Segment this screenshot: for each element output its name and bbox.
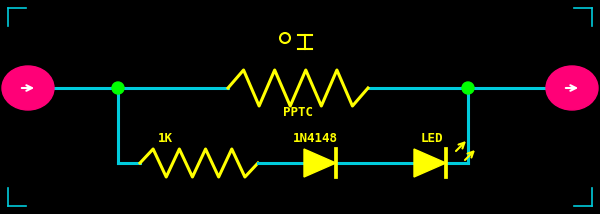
Text: LED: LED [421, 131, 443, 144]
Circle shape [462, 82, 474, 94]
Text: PPTC: PPTC [283, 106, 313, 119]
Text: 1K: 1K [157, 131, 173, 144]
Ellipse shape [2, 66, 54, 110]
Circle shape [112, 82, 124, 94]
Text: 1N4148: 1N4148 [293, 131, 337, 144]
Polygon shape [414, 149, 446, 177]
Ellipse shape [546, 66, 598, 110]
Polygon shape [304, 149, 336, 177]
